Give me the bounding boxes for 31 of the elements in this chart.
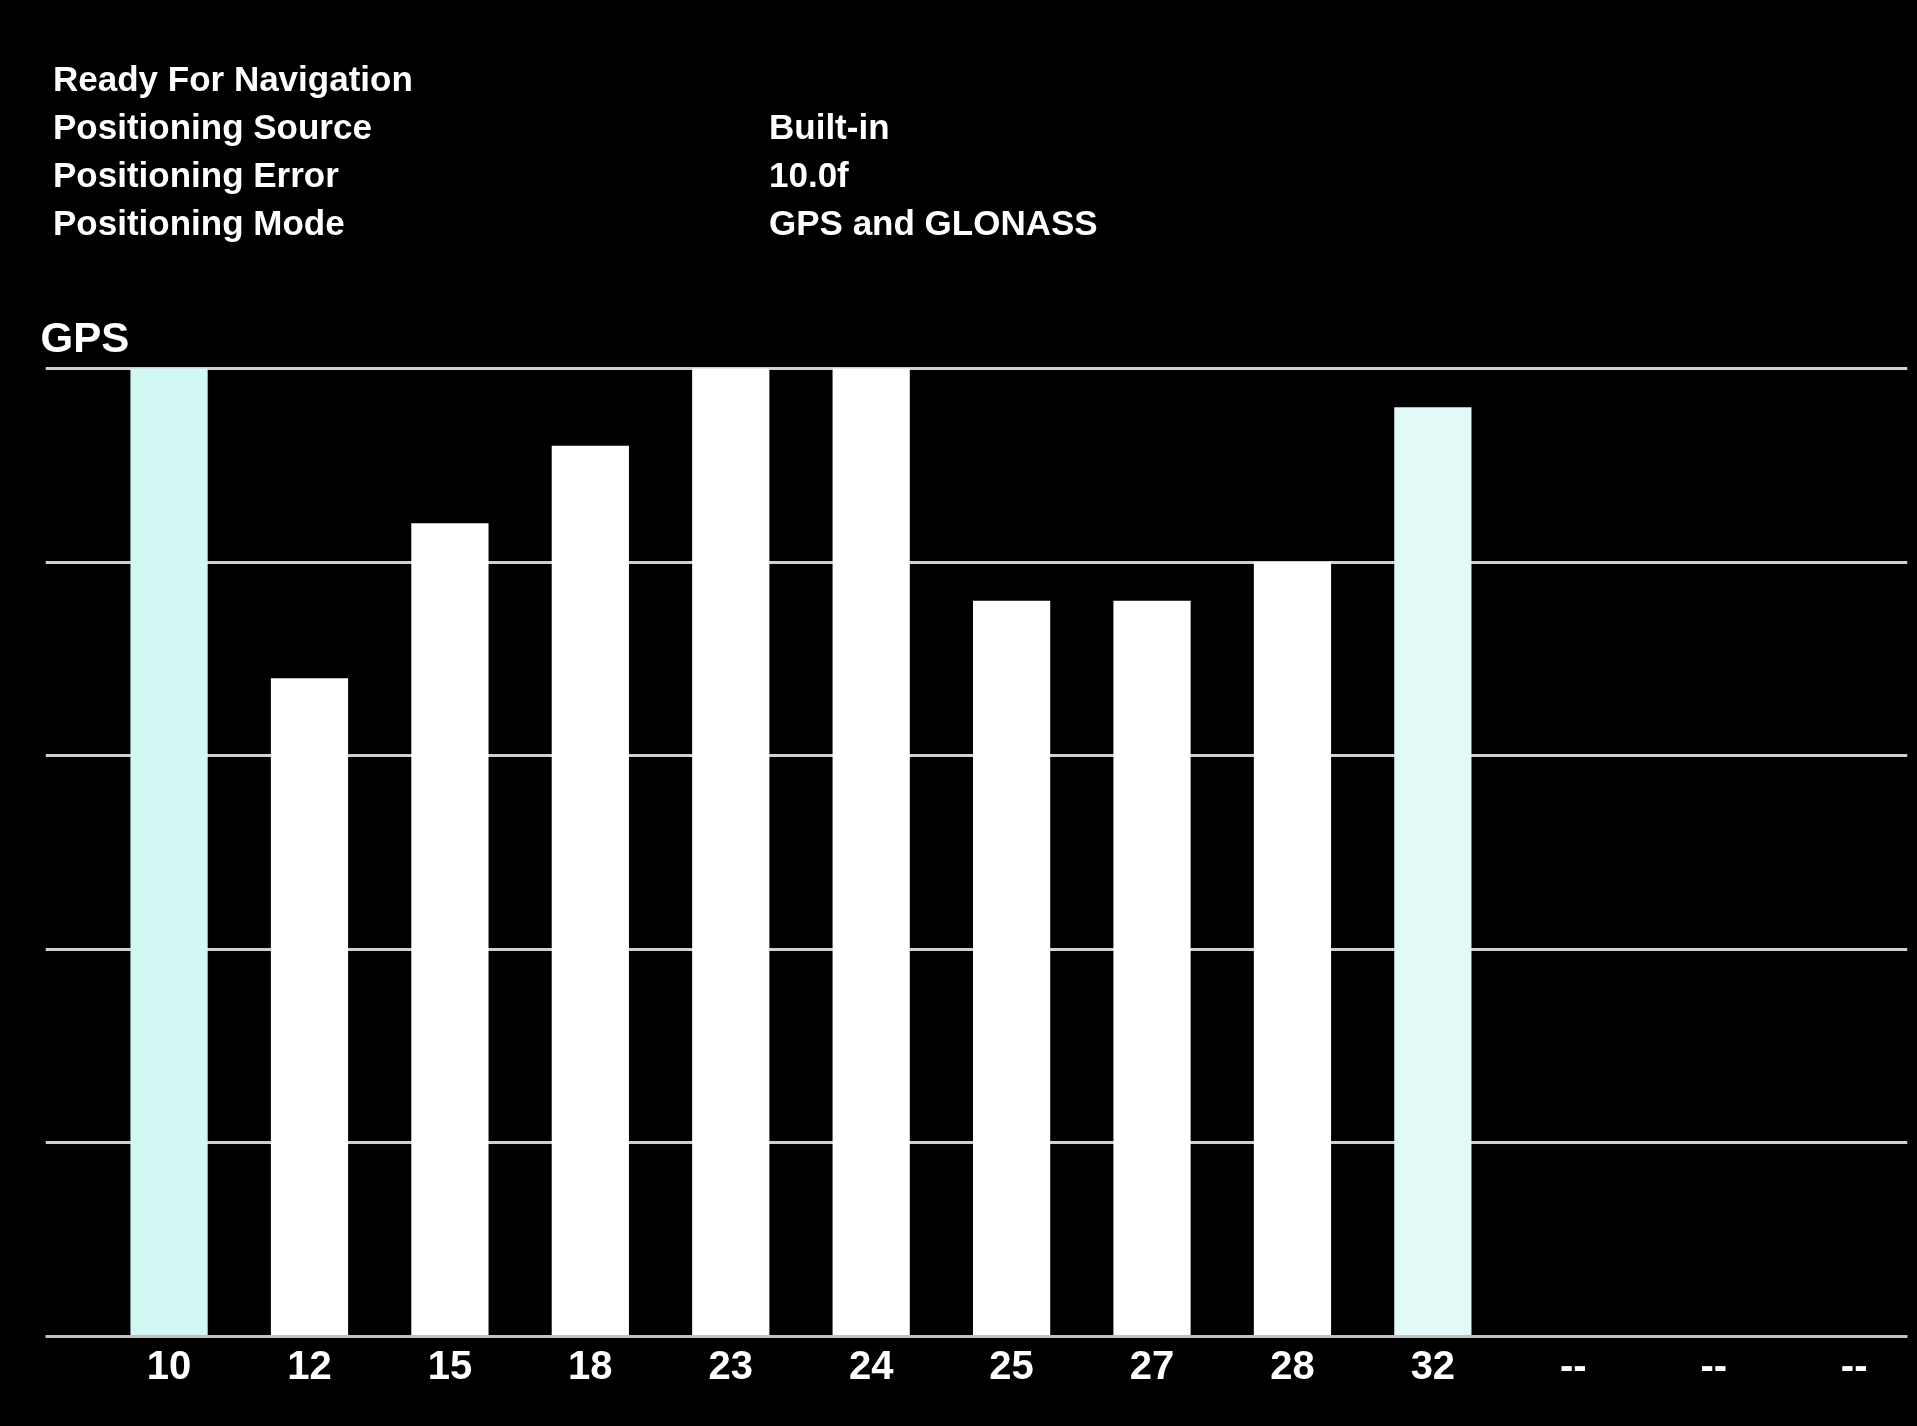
bar [1253,562,1332,1337]
x-tick-label: 32 [1410,1342,1456,1387]
x-tick-label: 15 [427,1342,473,1387]
bar [551,445,629,1337]
x-tick-label: 27 [1129,1342,1175,1387]
x-tick-label: 28 [1270,1342,1315,1387]
text: Ready For Navigation [53,58,414,100]
bar [1394,407,1472,1337]
x-tick-label: 12 [287,1342,332,1387]
text: Positioning Error [53,154,340,196]
bar [411,523,489,1337]
x-tick-label: -- [1840,1342,1868,1387]
x-tick-label: 24 [848,1342,895,1387]
x-tick-label: 25 [989,1342,1034,1387]
x-tick-label: -- [1700,1342,1728,1387]
bar [972,600,1051,1337]
bar [1113,600,1191,1337]
bar [270,678,349,1337]
x-tick-label: 10 [146,1342,192,1387]
x-tick-label: 23 [708,1342,754,1387]
bar [130,368,208,1337]
text: Positioning Mode [53,202,346,244]
bar [692,368,770,1337]
text: 10.0f [769,154,849,196]
chart-title: GPS [40,313,130,361]
x-tick-label: -- [1559,1342,1587,1387]
bar [832,368,910,1337]
x-tick-label: 18 [568,1342,613,1387]
text: Built-in [769,106,890,148]
text: Positioning Source [53,106,373,148]
text: GPS and GLONASS [769,202,1098,244]
